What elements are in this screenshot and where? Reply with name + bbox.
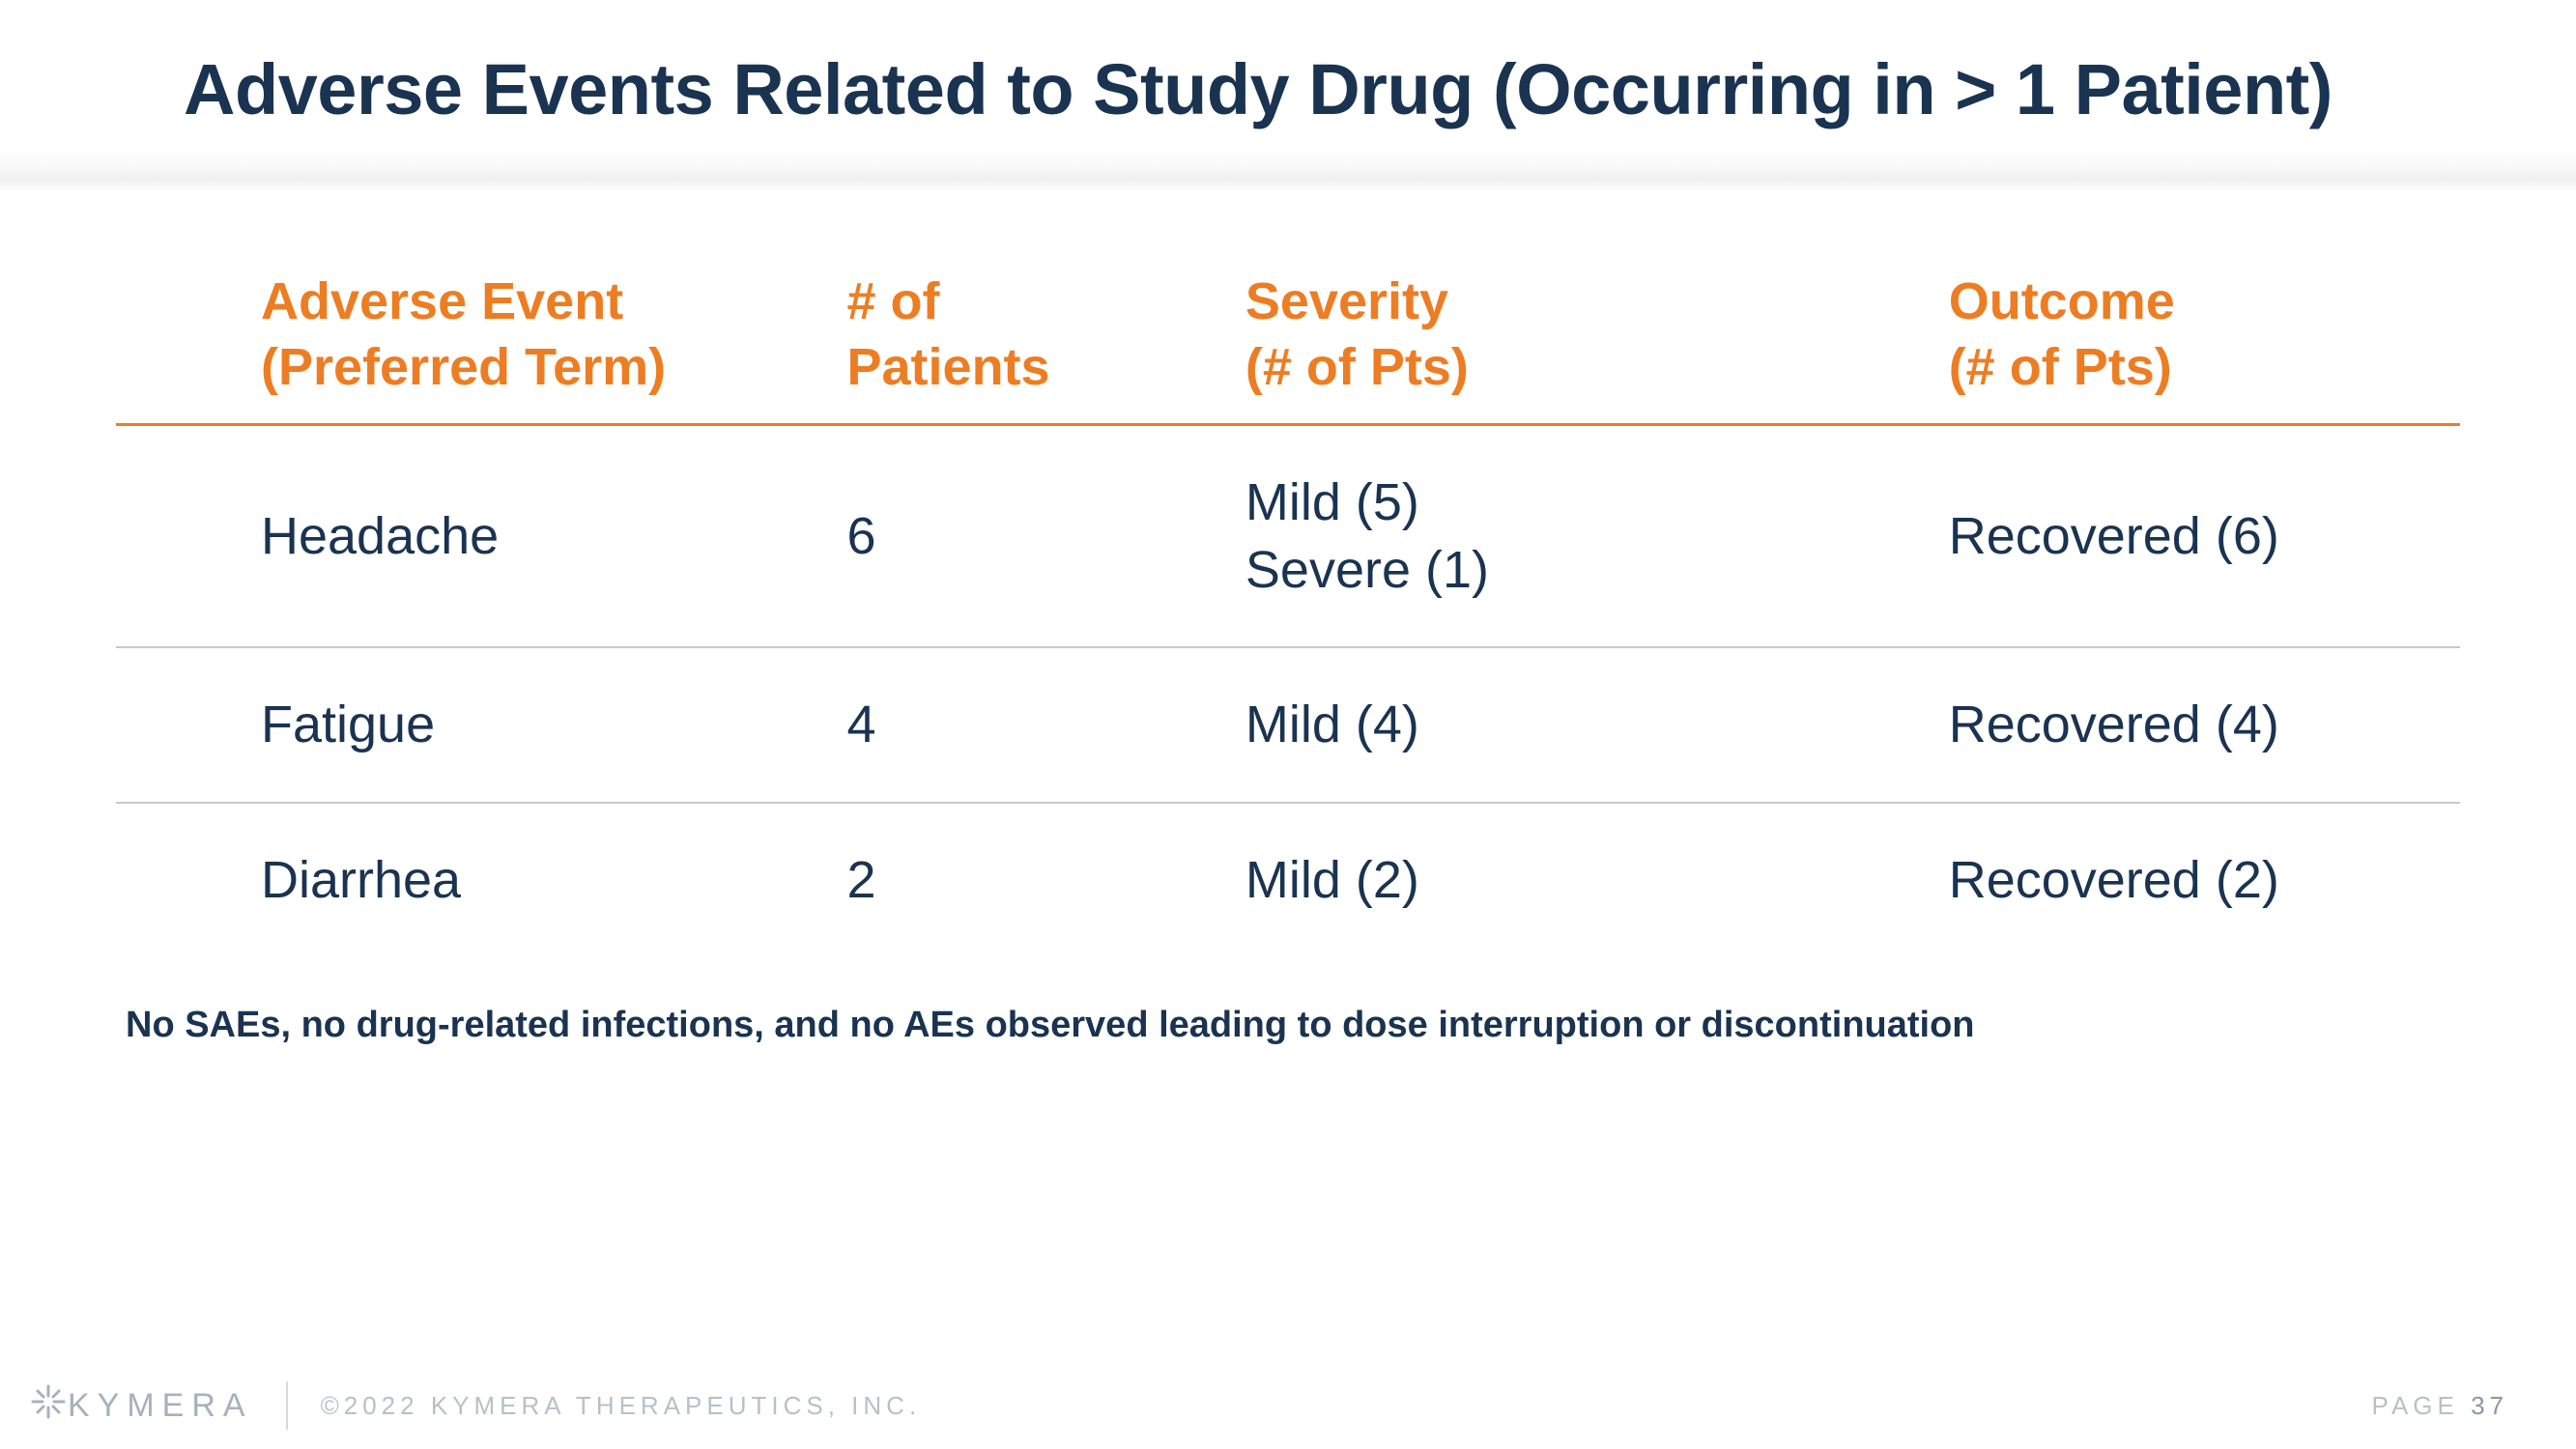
cell-severity: Mild (5) Severe (1) xyxy=(1101,425,1804,648)
slide: Adverse Events Related to Study Drug (Oc… xyxy=(0,0,2576,1449)
page-label: PAGE xyxy=(2372,1391,2472,1420)
title-block: Adverse Events Related to Study Drug (Oc… xyxy=(0,0,2576,150)
cell-event: Fatigue xyxy=(116,647,702,802)
footer: KYMERA ©2022 KYMERA THERAPEUTICS, INC. P… xyxy=(0,1362,2576,1449)
col-header-severity: Severity (# of Pts) xyxy=(1101,252,1804,425)
cell-outcome: Recovered (6) xyxy=(1804,425,2460,648)
brand-logo: KYMERA xyxy=(29,1382,253,1430)
table-row: Diarrhea 2 Mild (2) Recovered (2) xyxy=(116,803,2460,956)
cell-outcome: Recovered (2) xyxy=(1804,803,2460,956)
page-number-value: 37 xyxy=(2471,1391,2508,1420)
title-divider xyxy=(0,150,2576,194)
table-header-row: Adverse Event (Preferred Term) # of Pati… xyxy=(116,252,2460,425)
cell-event: Headache xyxy=(116,425,702,648)
cell-outcome: Recovered (4) xyxy=(1804,647,2460,802)
col-header-event: Adverse Event (Preferred Term) xyxy=(116,252,702,425)
cell-severity: Mild (2) xyxy=(1101,803,1804,956)
cell-patients: 2 xyxy=(702,803,1101,956)
page-number: PAGE 37 xyxy=(2372,1391,2508,1421)
copyright-text: ©2022 KYMERA THERAPEUTICS, INC. xyxy=(321,1391,922,1421)
adverse-events-table: Adverse Event (Preferred Term) # of Pati… xyxy=(116,252,2460,956)
cell-patients: 4 xyxy=(702,647,1101,802)
footer-divider xyxy=(286,1381,288,1430)
col-header-outcome: Outcome (# of Pts) xyxy=(1804,252,2460,425)
cell-event: Diarrhea xyxy=(116,803,702,956)
content-area: Adverse Event (Preferred Term) # of Pati… xyxy=(0,252,2576,1362)
logo-mark-icon xyxy=(29,1382,68,1430)
brand-name: KYMERA xyxy=(68,1387,253,1425)
footnote: No SAEs, no drug-related infections, and… xyxy=(116,956,2460,1046)
table-row: Headache 6 Mild (5) Severe (1) Recovered… xyxy=(116,425,2460,648)
cell-patients: 6 xyxy=(702,425,1101,648)
table-row: Fatigue 4 Mild (4) Recovered (4) xyxy=(116,647,2460,802)
slide-title: Adverse Events Related to Study Drug (Oc… xyxy=(184,48,2392,130)
col-header-patients: # of Patients xyxy=(702,252,1101,425)
cell-severity: Mild (4) xyxy=(1101,647,1804,802)
